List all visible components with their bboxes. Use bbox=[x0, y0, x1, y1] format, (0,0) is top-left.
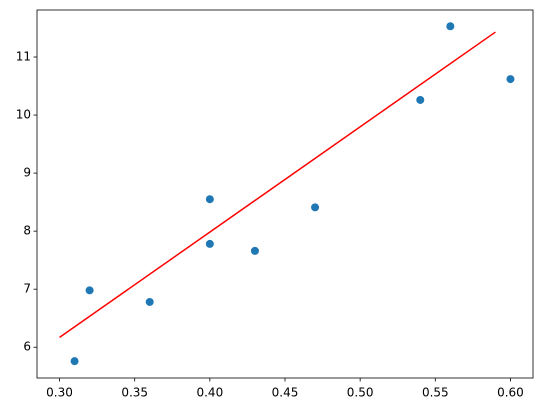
axes-frame bbox=[36, 9, 534, 379]
x-tick-label: 0.45 bbox=[272, 386, 299, 400]
scatter-point bbox=[85, 286, 94, 295]
scatter-point bbox=[205, 195, 214, 204]
x-tick-label: 0.30 bbox=[46, 386, 73, 400]
x-tick-label: 0.40 bbox=[196, 386, 223, 400]
y-tick-label: 8 bbox=[23, 224, 31, 238]
y-tick-label: 11 bbox=[16, 50, 31, 64]
x-tick-label: 0.50 bbox=[347, 386, 374, 400]
x-tick-label: 0.55 bbox=[422, 386, 449, 400]
y-tick-label: 7 bbox=[23, 282, 31, 296]
scatter-point bbox=[506, 75, 515, 84]
scatter-point bbox=[446, 22, 455, 31]
fit-line bbox=[59, 31, 496, 338]
scatter-point bbox=[416, 95, 425, 104]
scatter-point bbox=[250, 246, 259, 255]
scatter-point bbox=[311, 203, 320, 212]
x-tick-label: 0.35 bbox=[121, 386, 148, 400]
y-tick-label: 9 bbox=[23, 166, 31, 180]
y-tick-label: 6 bbox=[23, 340, 31, 354]
x-tick-label: 0.60 bbox=[497, 386, 524, 400]
scatter-point bbox=[145, 297, 154, 306]
y-tick-label: 10 bbox=[16, 108, 31, 122]
scatter-point bbox=[205, 239, 214, 248]
scatter-point bbox=[70, 357, 79, 366]
